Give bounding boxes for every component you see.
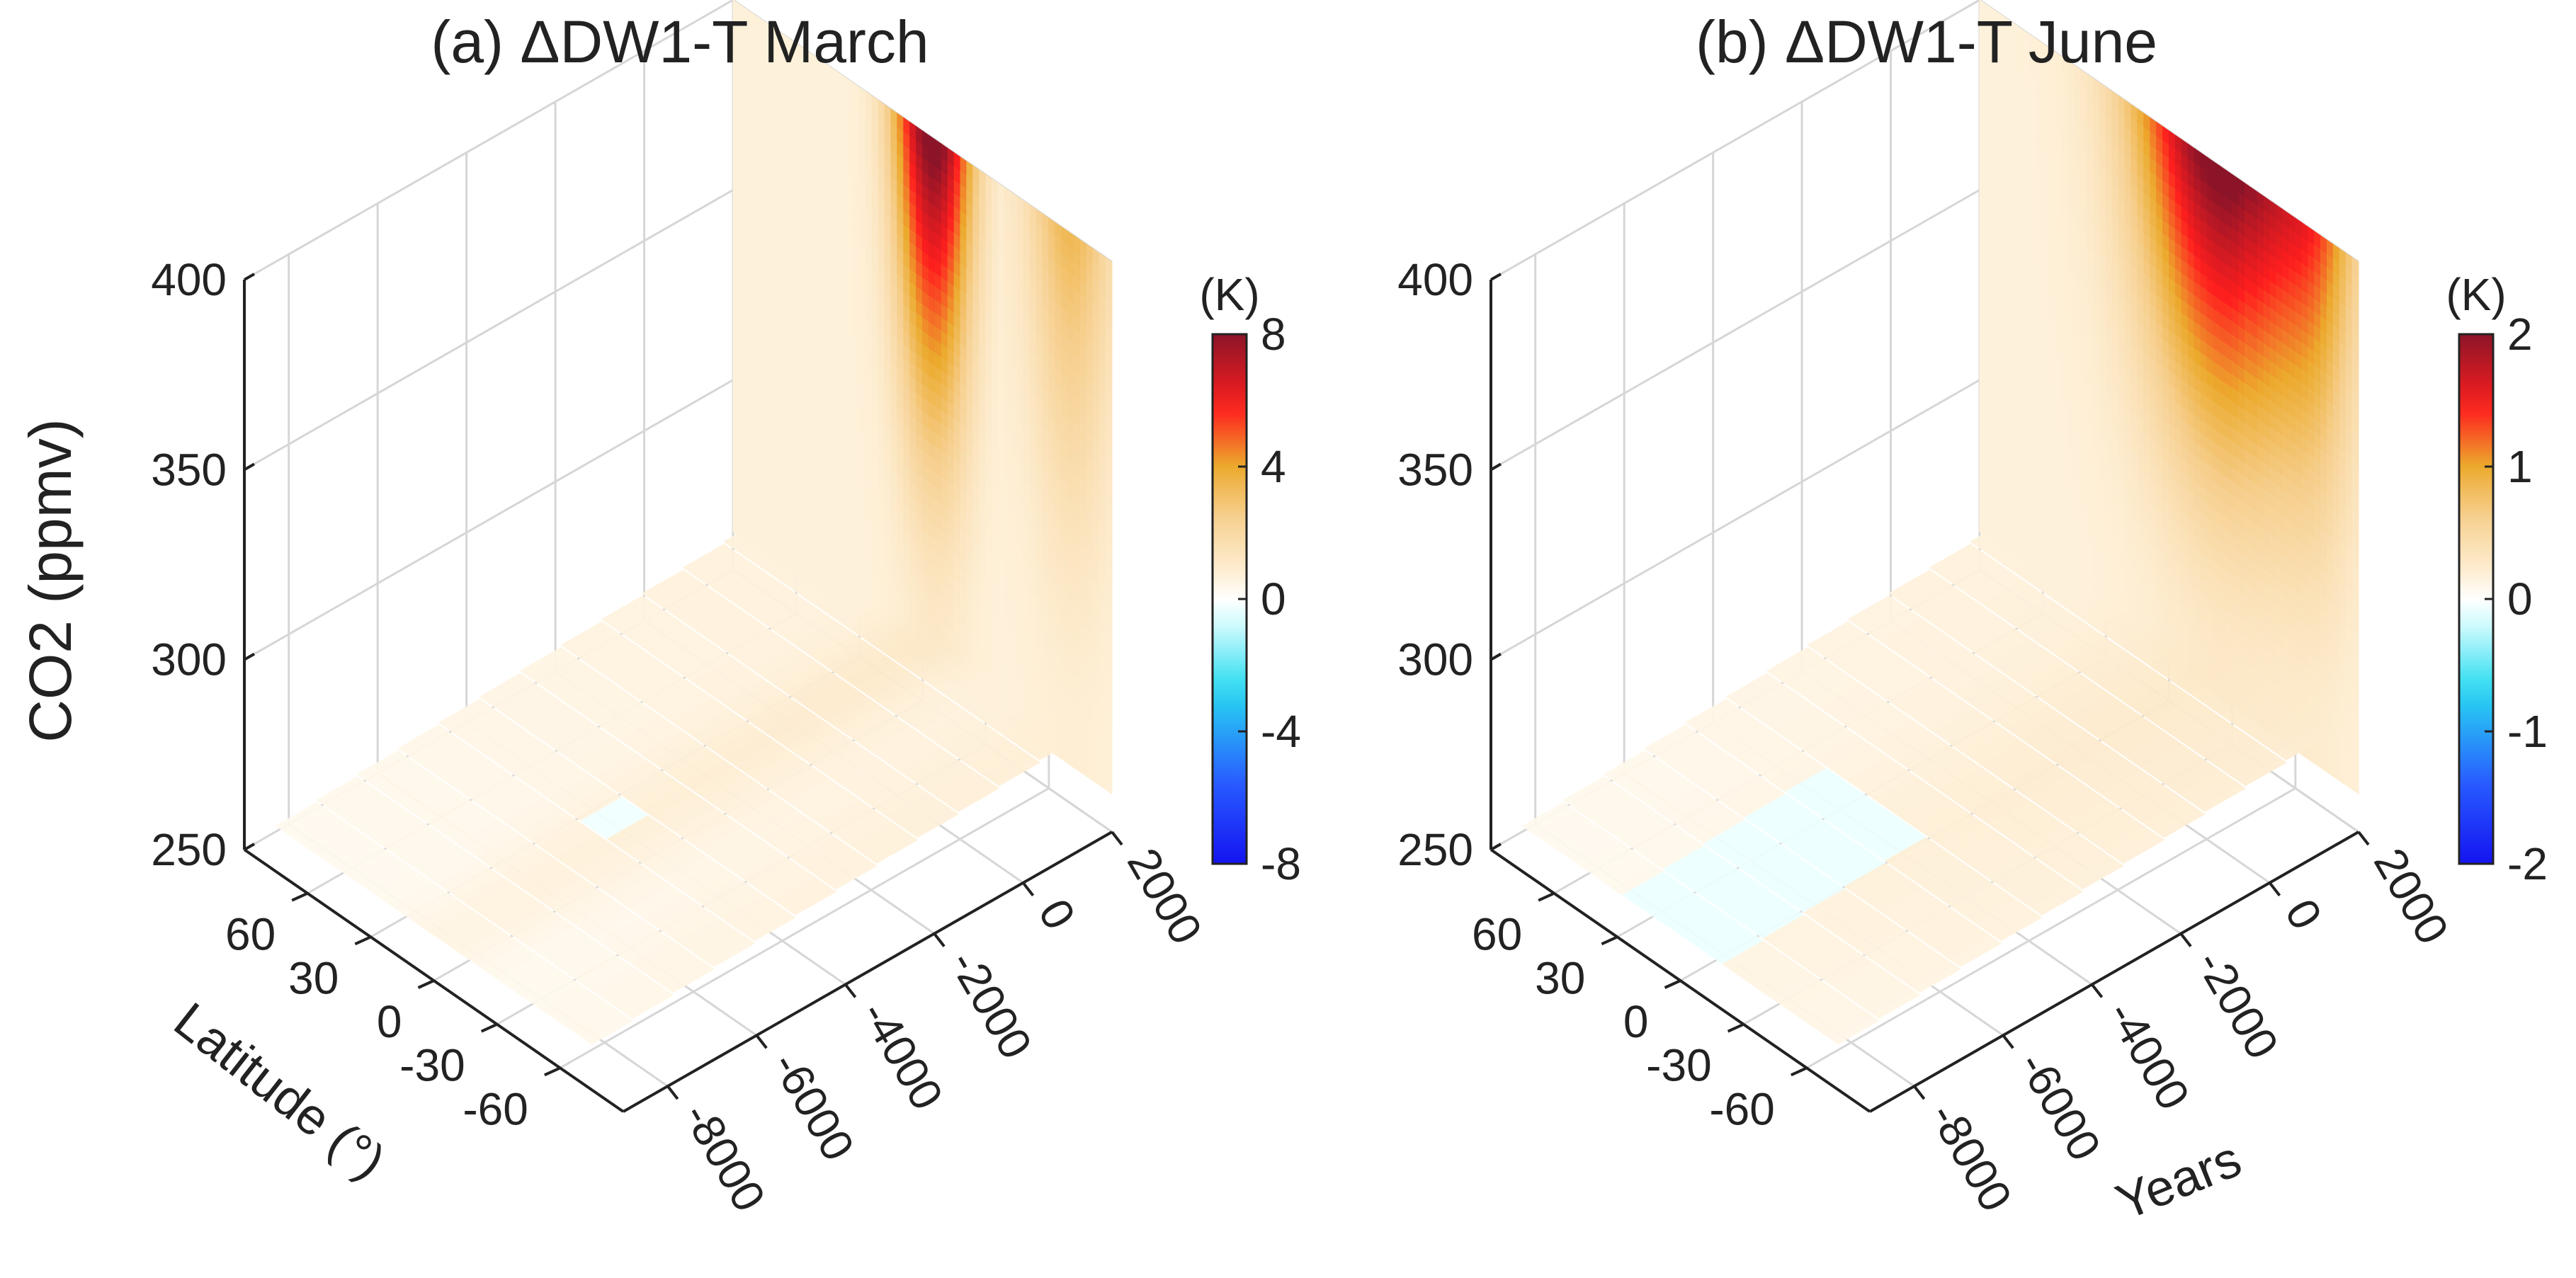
colorbar-tick-label: 0 [1261, 574, 1286, 624]
latitude-tick-label: -30 [399, 1040, 465, 1091]
year-tick-label: -8000 [674, 1094, 776, 1220]
colorbar-tick-label: 4 [1261, 441, 1286, 492]
colorbar-tick-label: -4 [1261, 706, 1301, 757]
year-tick [666, 1085, 679, 1100]
latitude-tick-label: 60 [225, 909, 276, 960]
year-tick [844, 983, 857, 998]
year-tick-label: -6000 [762, 1043, 864, 1169]
co2-tick-label: 250 [151, 824, 227, 875]
year-tick-label: 2000 [1118, 840, 1213, 952]
chart-title: (a) ΔDW1-T March [431, 8, 929, 75]
latitude-tick [354, 935, 372, 946]
co2-tick [244, 273, 255, 281]
colorbar-tick-label: -8 [1261, 838, 1301, 889]
latitude-tick-label: 30 [288, 952, 339, 1003]
year-tick-label: -4000 [851, 992, 953, 1118]
latitude-tick [544, 1066, 561, 1077]
co2-tick [244, 843, 255, 851]
surface [275, 0, 1113, 1045]
year-tick [933, 932, 946, 947]
co2-tick [244, 652, 255, 661]
co2-tick [244, 462, 255, 472]
year-tick-label: 0 [1028, 891, 1085, 938]
latitude-axis-label: Latitude (°) [164, 992, 395, 1190]
colorbar: 8 4 0 -4 -8 (K) [1199, 269, 1301, 889]
co2-tick-label: 300 [151, 634, 227, 685]
co2-tick-label: 350 [151, 444, 227, 495]
latitude-tick-label: -60 [463, 1083, 528, 1134]
surface [1521, 0, 2359, 1045]
co2-tick-label: 400 [151, 254, 227, 305]
year-tick [755, 1034, 768, 1049]
year-tick-label: -2000 [940, 942, 1042, 1068]
co2-axis-label: CO2 (ppmv) [17, 418, 84, 742]
colorbar-tick-label: 8 [1261, 309, 1286, 360]
gridline [560, 787, 1050, 1069]
latitude-tick-label: 0 [377, 996, 402, 1047]
year-tick [1111, 831, 1123, 846]
latitude-tick [417, 979, 435, 989]
year-tick [1021, 882, 1035, 897]
latitude-tick [291, 891, 308, 902]
colorbar-unit-label: (K) [1199, 269, 1259, 320]
latitude-tick [480, 1022, 498, 1033]
